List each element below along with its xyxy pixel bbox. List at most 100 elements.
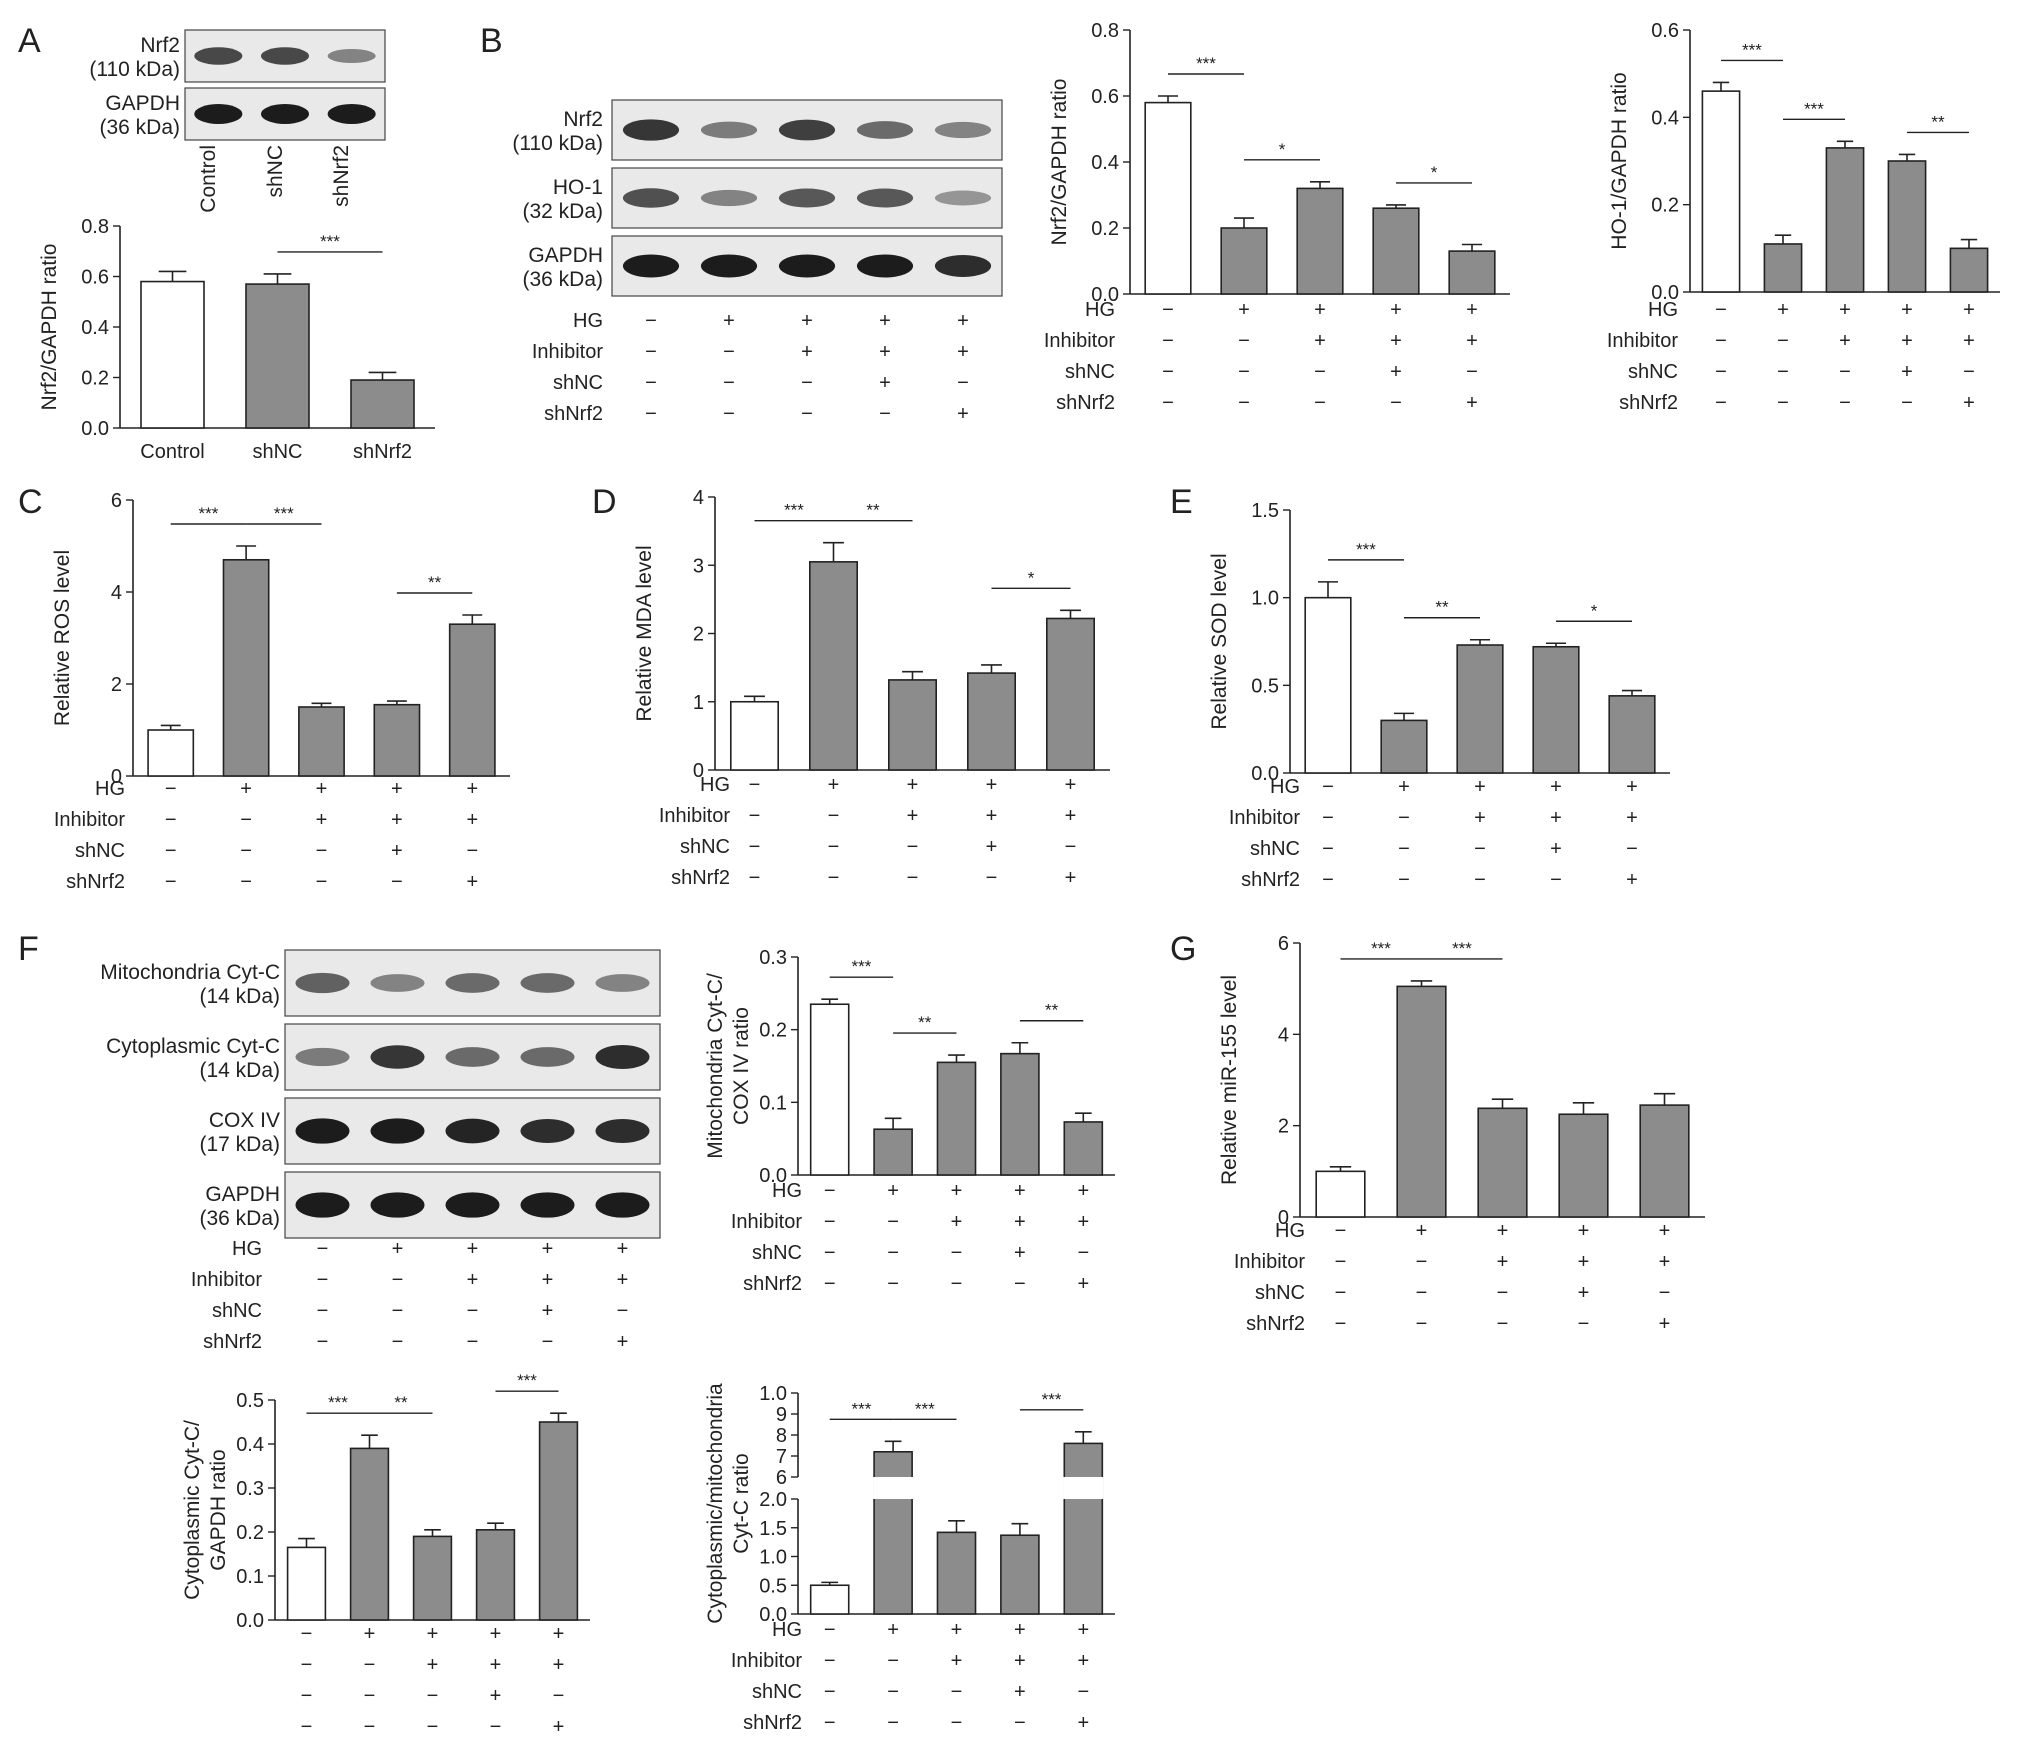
group-label-shnrf2: shNrf2	[743, 1273, 802, 1295]
blot-band	[445, 1192, 500, 1218]
group-sign: −	[887, 1242, 899, 1264]
group-sign: −	[1398, 807, 1410, 829]
group-sign: +	[466, 809, 478, 831]
significance-label: ***	[198, 504, 218, 523]
group-sign: +	[1314, 299, 1326, 321]
panel-letter-b: B	[480, 22, 503, 60]
group-label-shnc: shNC	[1250, 838, 1300, 860]
group-sign: +	[240, 778, 252, 800]
group-sign: −	[316, 840, 328, 862]
bar	[808, 561, 858, 771]
group-sign: −	[957, 372, 969, 394]
group-sign: −	[1777, 330, 1789, 352]
group-label-shnrf2: shNrf2	[671, 867, 730, 889]
group-sign: −	[1715, 299, 1727, 321]
y-axis-label: Relative ROS level	[51, 550, 74, 726]
y-axis-label: Relative SOD level	[1208, 553, 1231, 729]
group-sign: +	[1416, 1220, 1428, 1242]
bar	[1220, 227, 1268, 295]
group-sign: −	[828, 867, 840, 889]
group-sign: −	[645, 341, 657, 363]
group-sign: −	[749, 805, 761, 827]
group-sign: −	[824, 1242, 836, 1264]
y-tick-label: 0.0	[1251, 763, 1279, 785]
group-sign: −	[824, 1681, 836, 1703]
blot-band	[370, 1192, 425, 1218]
significance-label: ***	[915, 1399, 935, 1418]
axis-break-gap	[873, 1477, 914, 1499]
bar	[298, 706, 345, 777]
blot-band	[261, 47, 309, 65]
blot-band	[370, 1118, 425, 1144]
blot-band	[700, 189, 758, 207]
group-label-shnrf2: shNrf2	[1619, 392, 1678, 414]
group-sign: −	[364, 1685, 376, 1707]
group-label-shnc: shNC	[752, 1242, 802, 1264]
panel-letter-d: D	[592, 483, 617, 521]
group-sign: +	[1963, 330, 1975, 352]
group-sign: −	[1659, 1282, 1671, 1304]
blot-band	[194, 104, 243, 124]
group-sign: +	[466, 778, 478, 800]
bar	[936, 1061, 977, 1176]
group-sign: −	[165, 778, 177, 800]
group-sign: −	[1474, 838, 1486, 860]
group-sign: −	[1238, 392, 1250, 414]
group-sign: +	[1238, 299, 1250, 321]
group-sign: +	[490, 1654, 502, 1676]
group-sign: +	[879, 310, 891, 332]
group-sign: −	[1335, 1313, 1347, 1335]
group-sign: +	[957, 403, 969, 425]
chart-f3: 0.00.51.01.52.067891.0Cytoplasmic/mitoch…	[704, 1383, 1115, 1626]
group-sign: +	[1077, 1180, 1089, 1202]
significance-label: ***	[517, 1371, 537, 1390]
significance-label: **	[394, 1393, 408, 1412]
group-sign: +	[1398, 776, 1410, 798]
group-sign: −	[427, 1716, 439, 1738]
significance-label: ***	[851, 957, 871, 976]
y-tick-label: 9	[776, 1404, 787, 1426]
y-tick-label: 0.6	[81, 267, 109, 289]
significance-label: ***	[1356, 540, 1376, 559]
group-sign: +	[1963, 299, 1975, 321]
y-axis-label: Nrf2/GAPDH ratio	[38, 244, 61, 411]
group-sign: −	[951, 1242, 963, 1264]
chart-g: 0 2 4 6 Relative miR-155 level *** ***	[1218, 933, 1705, 1229]
blot-b: Nrf2(110 kDa) HO-1(32 kDa) GAPDH(36 kDa)	[512, 99, 1003, 297]
group-label-inhibitor: Inhibitor	[659, 805, 730, 827]
group-sign: −	[1390, 392, 1402, 414]
group-sign: −	[301, 1654, 313, 1676]
group-label-hg: HG	[1270, 776, 1300, 798]
group-sign: −	[1839, 361, 1851, 383]
group-sign: −	[1238, 330, 1250, 352]
significance-label: ***	[1804, 99, 1824, 118]
blot-band-size: (14 kDa)	[199, 1059, 280, 1082]
y-tick-label: 0.0	[81, 418, 109, 440]
group-sign: −	[824, 1180, 836, 1202]
group-sign: +	[617, 1269, 629, 1291]
group-sign: +	[1390, 330, 1402, 352]
blot-band	[295, 1118, 350, 1144]
y-tick-label: 1.5	[1251, 500, 1279, 522]
group-sign: −	[392, 1269, 404, 1291]
y-tick-label: 4	[693, 487, 704, 509]
bar	[1304, 596, 1352, 774]
bar	[147, 729, 195, 777]
group-label-inhibitor: Inhibitor	[191, 1269, 262, 1291]
blot-band	[778, 119, 836, 141]
y-tick-label: 0.5	[759, 1575, 787, 1597]
group-sign: +	[951, 1619, 963, 1641]
group-sign: −	[824, 1619, 836, 1641]
blot-band	[934, 255, 992, 277]
group-sign: +	[542, 1238, 554, 1260]
group-sign: −	[1077, 1681, 1089, 1703]
bar	[1608, 695, 1656, 774]
group-sign: −	[907, 867, 919, 889]
group-sign: −	[1416, 1282, 1428, 1304]
bar	[1046, 617, 1096, 771]
blot-band	[622, 119, 680, 141]
group-sign: −	[1162, 392, 1174, 414]
group-sign: −	[1578, 1313, 1590, 1335]
group-sign: +	[427, 1623, 439, 1645]
